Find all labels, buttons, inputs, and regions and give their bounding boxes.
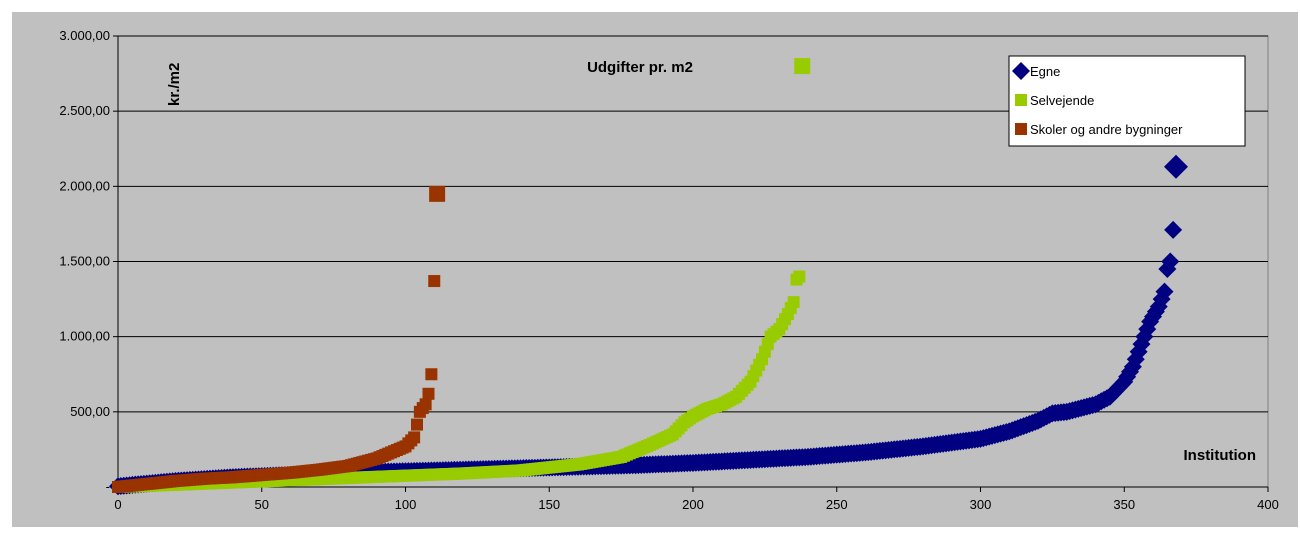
x-tick-label: 150 — [538, 497, 560, 512]
legend-label: Egne — [1030, 64, 1060, 79]
data-point — [428, 275, 441, 288]
legend-label: Selvejende — [1030, 93, 1094, 108]
x-tick-label: 350 — [1113, 497, 1135, 512]
y-tick-label: 2.500,00 — [59, 103, 110, 118]
data-point — [1161, 252, 1180, 271]
data-point — [794, 58, 811, 75]
y-tick-label: 3.000,00 — [59, 28, 110, 43]
data-point — [1155, 282, 1174, 301]
x-tick-label: 50 — [255, 497, 269, 512]
legend-box — [1008, 55, 1246, 147]
x-tick-label: 200 — [682, 497, 704, 512]
legend-marker — [1015, 94, 1027, 106]
x-axis-label: Institution — [1184, 447, 1256, 464]
data-point — [425, 368, 438, 381]
y-tick-label: 500,00 — [70, 404, 110, 419]
legend: Egne Selvejende Skoler og andre bygninger — [1008, 55, 1246, 147]
x-tick-label: 250 — [826, 497, 848, 512]
x-tick-label: 300 — [970, 497, 992, 512]
x-tick-label: 0 — [114, 497, 121, 512]
y-tick-label: 2.000,00 — [59, 178, 110, 193]
data-point — [411, 418, 423, 431]
data-point — [1164, 154, 1188, 179]
y-axis-ticks: - 500,00 1.000,00 1.500,00 2.000,00 2.500,00 3… — [59, 28, 119, 494]
data-point — [1164, 220, 1183, 239]
series-skoler-og-andre-bygninger — [112, 185, 446, 493]
legend-items: Egne Selvejende Skoler og andre bygninger — [1012, 62, 1183, 137]
y-tick-label: 1.000,00 — [59, 329, 110, 344]
chart-title: Udgifter pr. m2 — [587, 59, 693, 76]
legend-marker — [1012, 62, 1030, 80]
x-tick-label: 100 — [395, 497, 417, 512]
data-point — [787, 296, 800, 309]
y-tick-label: - — [106, 479, 110, 494]
x-tick-label: 400 — [1257, 497, 1279, 512]
data-point — [793, 270, 806, 283]
data-point — [408, 431, 421, 444]
data-series — [109, 58, 1188, 496]
legend-marker — [1015, 123, 1027, 135]
data-point — [422, 387, 435, 400]
data-point — [419, 398, 432, 411]
data-point — [429, 185, 446, 202]
y-tick-label: 1.500,00 — [59, 254, 110, 269]
x-axis-ticks: 0 50 100 150 200 250 300 350 400 — [114, 486, 1279, 512]
y-axis-label: kr./m2 — [166, 63, 183, 106]
legend-label: Skoler og andre bygninger — [1030, 122, 1183, 137]
